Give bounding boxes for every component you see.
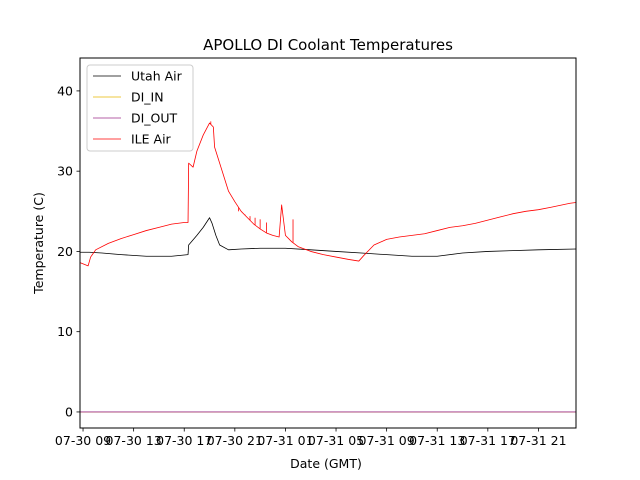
x-tick-label: 07-31 13 [409,433,465,448]
x-tick-label: 07-30 21 [207,433,263,448]
series-line-ile-air [79,122,577,267]
legend-label: DI_IN [131,90,164,105]
x-tick-label: 07-31 01 [257,433,313,448]
x-tick-label: 07-31 17 [460,433,516,448]
x-tick-label: 07-30 17 [156,433,212,448]
y-tick-label: 20 [57,244,73,259]
legend-label: ILE Air [131,132,172,147]
y-tick-label: 40 [57,83,73,98]
x-tick-label: 07-30 13 [106,433,162,448]
y-axis: 0 10 20 30 40 [57,83,80,419]
y-tick-label: 30 [57,164,73,179]
plot-area [79,121,577,413]
axes-frame [79,57,577,429]
y-tick-label: 10 [57,324,73,339]
legend-label: DI_OUT [131,111,178,126]
legend: Utah Air DI_IN DI_OUT ILE Air [86,64,194,152]
legend-box [86,64,194,152]
x-tick-label: 07-31 21 [510,433,566,448]
x-tick-label: 07-31 05 [308,433,364,448]
x-axis-label: Date (GMT) [290,456,362,471]
x-tick-label: 07-30 09 [55,433,111,448]
legend-label: Utah Air [131,69,183,84]
series-line-utah-air [80,217,577,257]
x-tick-label: 07-31 09 [359,433,415,448]
chart-title: APOLLO DI Coolant Temperatures [203,36,453,54]
y-axis-label: Temperature (C) [31,192,46,295]
y-tick-label: 0 [65,404,73,419]
